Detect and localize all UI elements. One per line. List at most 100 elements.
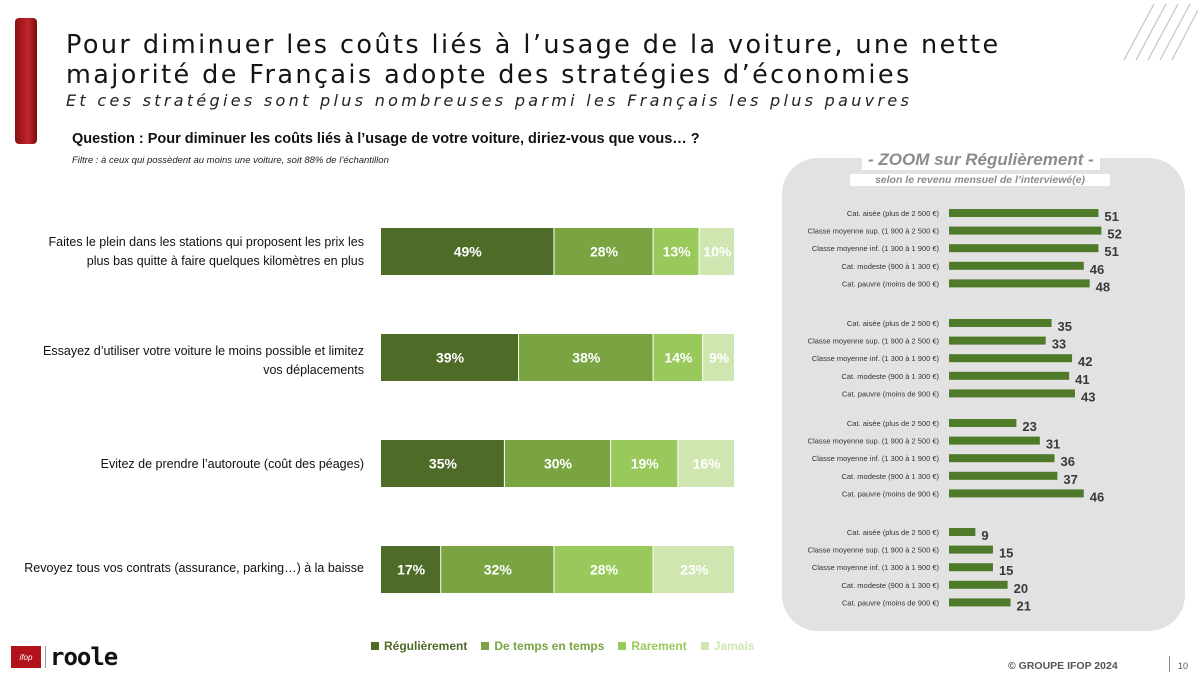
zoom-bar bbox=[949, 489, 1084, 498]
zoom-category-label: Cat. aisée (plus de 2 500 €) bbox=[847, 528, 940, 537]
zoom-bar bbox=[949, 528, 976, 536]
zoom-bar-value-label: 33 bbox=[1052, 337, 1066, 352]
bar-segment-rarement bbox=[653, 334, 703, 381]
zoom-category-label: Cat. modeste (900 à 1 300 €) bbox=[841, 581, 939, 590]
zoom-category-label: Classe moyenne inf. (1 300 à 1 900 €) bbox=[812, 454, 940, 463]
bar-value-label: 38% bbox=[572, 350, 601, 366]
copyright-notice: © GROUPE IFOP 2024 bbox=[1008, 660, 1118, 672]
zoom-bar bbox=[949, 419, 1017, 427]
zoom-category-label: Cat. pauvre (moins de 900 €) bbox=[842, 389, 940, 398]
legend-swatch-regulierement bbox=[371, 642, 379, 650]
page-number: 10 bbox=[1178, 661, 1189, 671]
zoom-category-label: Classe moyenne inf. (1 300 à 1 900 €) bbox=[812, 563, 940, 572]
bar-value-label: 13% bbox=[663, 244, 692, 260]
zoom-category-label: Classe moyenne sup. (1 900 à 2 500 €) bbox=[808, 437, 940, 446]
sample-filter-note: Filtre : à ceux qui possèdent au moins u… bbox=[72, 155, 389, 166]
zoom-subtitle: selon le revenu mensuel de l’interviewé(… bbox=[850, 174, 1110, 186]
zoom-bar bbox=[949, 226, 1102, 235]
bar-segment-regulierement bbox=[381, 546, 441, 593]
zoom-bar bbox=[949, 336, 1046, 345]
zoom-category-label: Cat. aisée (plus de 2 500 €) bbox=[847, 319, 940, 328]
legend-label: Régulièrement bbox=[384, 639, 468, 653]
main-stacked-bar-chart: 49% 28% 13% 10% 39% 38% 14% 9% 35% 30% 19% 16% 17% 32… bbox=[381, 228, 734, 593]
bar-segment-rarement bbox=[554, 546, 653, 593]
bar-segment-regulierement bbox=[381, 440, 504, 487]
bar-value-label: 10% bbox=[703, 244, 732, 260]
bar-segment-de-temps-en-temps bbox=[519, 334, 653, 381]
chart-legend: Régulièrement De temps en temps Rarement… bbox=[371, 639, 754, 653]
bar-segment-jamais bbox=[699, 228, 734, 275]
zoom-category-label: Classe moyenne sup. (1 900 à 2 500 €) bbox=[808, 227, 940, 236]
bar-value-label: 9% bbox=[709, 350, 730, 366]
title-accent-bar bbox=[15, 18, 37, 144]
zoom-category-label: Classe moyenne sup. (1 900 à 2 500 €) bbox=[808, 546, 940, 555]
zoom-bar-value-label: 20 bbox=[1014, 581, 1028, 596]
bar-value-label: 28% bbox=[590, 244, 619, 260]
bar-segment-jamais bbox=[678, 440, 734, 487]
bar-value-label: 35% bbox=[429, 456, 458, 472]
bar-value-label: 32% bbox=[484, 562, 513, 578]
zoom-category-label: Classe moyenne inf. (1 300 à 1 900 €) bbox=[812, 244, 940, 253]
zoom-bar bbox=[949, 209, 1099, 217]
zoom-bar-value-label: 41 bbox=[1075, 372, 1089, 387]
zoom-bar-value-label: 35 bbox=[1058, 319, 1072, 334]
roole-logo: roole bbox=[50, 643, 118, 671]
row-label-avoid-highway: Evitez de prendre l’autoroute (coût des … bbox=[100, 457, 364, 471]
zoom-category-label: Cat. pauvre (moins de 900 €) bbox=[842, 489, 940, 498]
legend-swatch-de-temps-en-temps bbox=[481, 642, 490, 650]
zoom-bar-value-label: 42 bbox=[1078, 354, 1092, 369]
legend-item-rarement: Rarement bbox=[618, 639, 687, 653]
bar-value-label: 16% bbox=[693, 456, 722, 472]
logo-divider bbox=[45, 646, 46, 668]
zoom-category-label: Classe moyenne inf. (1 300 à 1 900 €) bbox=[812, 354, 940, 363]
zoom-bar-value-label: 48 bbox=[1096, 279, 1110, 294]
page-number-divider bbox=[1169, 656, 1170, 672]
zoom-bar-value-label: 37 bbox=[1063, 472, 1077, 487]
bar-value-label: 39% bbox=[436, 350, 465, 366]
zoom-bar bbox=[949, 261, 1084, 270]
zoom-bar bbox=[949, 354, 1073, 363]
zoom-bar-value-label: 46 bbox=[1090, 489, 1104, 504]
zoom-bar-value-label: 21 bbox=[1017, 598, 1031, 613]
bar-segment-jamais bbox=[653, 546, 734, 593]
bar-segment-regulierement bbox=[381, 334, 519, 381]
row-label-contracts: Revoyez tous vos contrats (assurance, pa… bbox=[24, 561, 364, 575]
zoom-income-bar-chart: Cat. aisée (plus de 2 500 €) 51 Classe moy… bbox=[808, 209, 1122, 613]
bar-segment-de-temps-en-temps bbox=[504, 440, 611, 487]
bar-value-label: 17% bbox=[397, 562, 426, 578]
zoom-category-label: Classe moyenne sup. (1 900 à 2 500 €) bbox=[808, 337, 940, 346]
zoom-category-label: Cat. aisée (plus de 2 500 €) bbox=[847, 419, 940, 428]
zoom-bar bbox=[949, 279, 1090, 288]
zoom-category-label: Cat. modeste (900 à 1 300 €) bbox=[841, 262, 939, 271]
zoom-bar-value-label: 23 bbox=[1022, 419, 1036, 434]
zoom-bar bbox=[949, 471, 1058, 480]
page-subtitle: Et ces stratégies sont plus nombreuses p… bbox=[66, 91, 913, 110]
zoom-bar-value-label: 51 bbox=[1104, 244, 1118, 259]
legend-item-de-temps-en-temps: De temps en temps bbox=[481, 639, 604, 653]
zoom-bar bbox=[949, 598, 1011, 607]
legend-label: De temps en temps bbox=[494, 639, 605, 653]
bar-segment-regulierement bbox=[381, 228, 554, 275]
zoom-bar-value-label: 15 bbox=[999, 563, 1013, 578]
zoom-category-label: Cat. modeste (900 à 1 300 €) bbox=[841, 472, 939, 481]
zoom-bar bbox=[949, 319, 1052, 327]
zoom-bar bbox=[949, 244, 1099, 253]
bar-segment-rarement bbox=[611, 440, 678, 487]
bar-segment-de-temps-en-temps bbox=[554, 228, 653, 275]
zoom-bar-value-label: 52 bbox=[1107, 227, 1121, 242]
bar-value-label: 49% bbox=[454, 244, 483, 260]
legend-label: Rarement bbox=[631, 639, 687, 653]
zoom-category-label: Cat. aisée (plus de 2 500 €) bbox=[847, 209, 940, 218]
zoom-bar-value-label: 43 bbox=[1081, 389, 1095, 404]
zoom-bar-value-label: 36 bbox=[1060, 454, 1074, 469]
zoom-bar bbox=[949, 436, 1040, 445]
bar-value-label: 28% bbox=[590, 562, 619, 578]
zoom-category-label: Cat. modeste (900 à 1 300 €) bbox=[841, 372, 939, 381]
zoom-bar bbox=[949, 454, 1055, 463]
zoom-bar bbox=[949, 389, 1075, 398]
zoom-category-label: Cat. pauvre (moins de 900 €) bbox=[842, 279, 940, 288]
legend-item-jamais: Jamais bbox=[700, 639, 754, 653]
page-title: Pour diminuer les coûts liés à l’usage d… bbox=[66, 30, 1001, 90]
zoom-bar-value-label: 31 bbox=[1046, 437, 1060, 452]
zoom-title: - ZOOM sur Régulièrement - bbox=[862, 150, 1100, 170]
